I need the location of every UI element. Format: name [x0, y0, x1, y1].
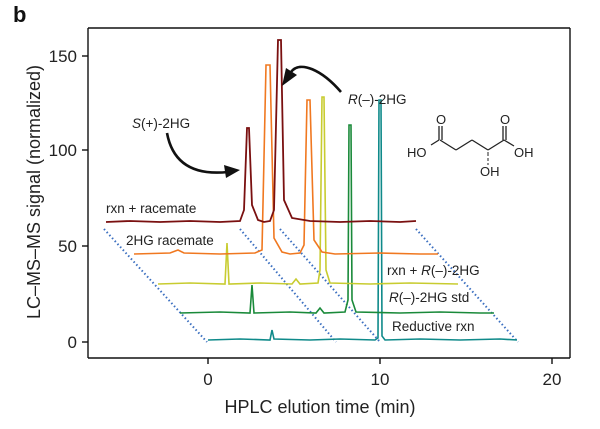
trace-rxn-plus-r-2hg: [157, 96, 459, 285]
y-tick-50: 50: [58, 237, 77, 256]
offset-guide-lines: [103, 228, 519, 343]
x-axis: [207, 358, 553, 364]
y-tick-150: 150: [49, 47, 77, 66]
chem-carbonyl-o-right: O: [500, 112, 510, 127]
label-rxn-plus-racemate: rxn + racemate: [106, 201, 196, 216]
y-axis-title: LC–MS–MS signal (normalized): [24, 65, 44, 319]
trace-rxn-plus-racemate: [105, 39, 417, 223]
x-axis-title: HPLC elution time (min): [224, 397, 415, 417]
arrow-s-2hg-icon: [165, 132, 229, 174]
trace-2hg-racemate: [133, 64, 438, 255]
arrowhead-r-2hg-icon: [282, 68, 297, 86]
panel-letter: b: [13, 2, 27, 27]
y-axis: [82, 55, 88, 343]
chem-oh-bottom: OH: [480, 164, 500, 179]
label-r-2hg-std: R(–)-2HG std: [389, 290, 469, 305]
y-tick-100: 100: [49, 141, 77, 160]
label-rxn-plus-r-2hg: rxn + R(–)-2HG: [387, 263, 480, 278]
x-tick-0: 0: [203, 370, 212, 389]
trace-r-2hg-std: [179, 124, 494, 314]
annotation-r-2hg: R(–)-2HG: [348, 92, 407, 107]
label-2hg-racemate: 2HG racemate: [126, 233, 214, 248]
y-tick-0: 0: [68, 333, 77, 352]
plot-frame: [87, 27, 571, 359]
x-tick-10: 10: [371, 370, 390, 389]
chem-oh-right: OH: [514, 145, 534, 160]
chemical-structure-2hg: [430, 126, 515, 165]
trace-reductive-rxn: [207, 99, 518, 341]
arrow-r-2hg-icon: [289, 65, 342, 93]
chem-ho-left: HO: [407, 145, 427, 160]
label-reductive-rxn: Reductive rxn: [392, 319, 475, 334]
annotation-s-2hg: S(+)-2HG: [132, 116, 190, 131]
x-tick-20: 20: [543, 370, 562, 389]
arrowhead-s-2hg-icon: [224, 165, 240, 178]
chem-carbonyl-o-left: O: [436, 112, 446, 127]
